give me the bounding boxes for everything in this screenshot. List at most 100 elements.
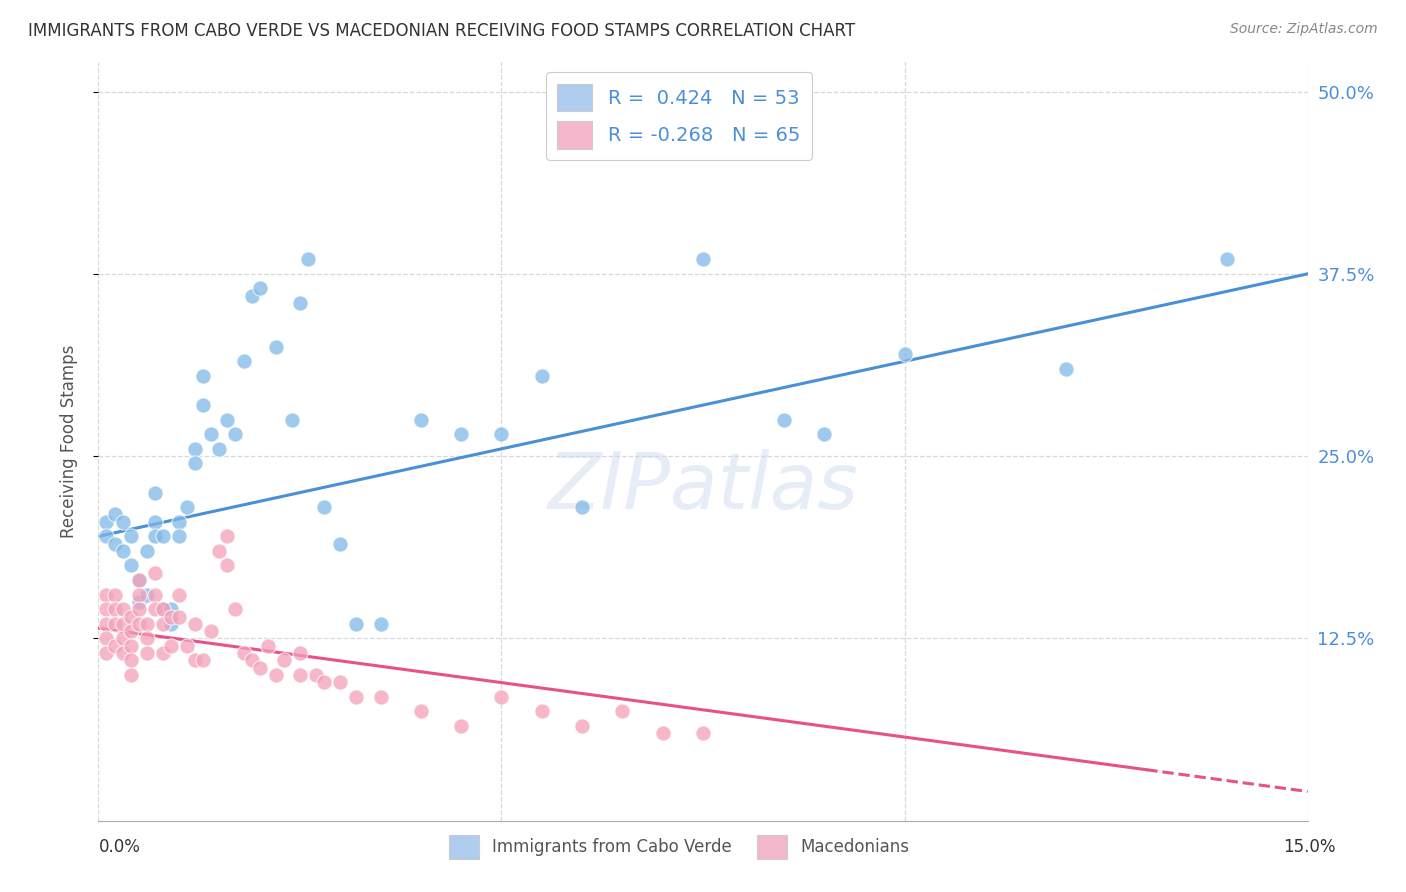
Point xyxy=(96,632,118,646)
Point xyxy=(217,558,239,573)
Point xyxy=(1216,252,1239,267)
Point xyxy=(273,653,295,667)
Point xyxy=(612,704,634,718)
Point xyxy=(103,602,125,616)
Point xyxy=(193,368,215,383)
Point xyxy=(240,653,263,667)
Point xyxy=(128,602,150,616)
Point xyxy=(344,616,367,631)
Point xyxy=(571,719,593,733)
Point xyxy=(135,646,157,660)
Point xyxy=(217,529,239,543)
Point xyxy=(176,639,198,653)
Point xyxy=(103,536,125,550)
Point xyxy=(128,616,150,631)
Point xyxy=(143,602,166,616)
Point xyxy=(103,616,125,631)
Point xyxy=(264,668,287,682)
Point xyxy=(893,347,915,361)
Point xyxy=(143,588,166,602)
Point xyxy=(143,566,166,580)
Point xyxy=(281,412,304,426)
Point xyxy=(128,595,150,609)
Point xyxy=(184,457,207,471)
Point xyxy=(813,427,835,442)
Point xyxy=(288,668,311,682)
Point xyxy=(329,536,352,550)
Y-axis label: Receiving Food Stamps: Receiving Food Stamps xyxy=(59,345,77,538)
Point xyxy=(111,602,134,616)
Legend: Immigrants from Cabo Verde, Macedonians: Immigrants from Cabo Verde, Macedonians xyxy=(441,829,915,865)
Point xyxy=(184,442,207,456)
Point xyxy=(120,558,142,573)
Point xyxy=(193,398,215,412)
Point xyxy=(152,602,174,616)
Point xyxy=(96,588,118,602)
Point xyxy=(217,412,239,426)
Point xyxy=(96,529,118,543)
Point xyxy=(1054,361,1077,376)
Point xyxy=(344,690,367,704)
Point xyxy=(288,296,311,310)
Point xyxy=(111,616,134,631)
Point xyxy=(370,690,392,704)
Point xyxy=(120,609,142,624)
Point xyxy=(167,529,190,543)
Point xyxy=(208,442,231,456)
Point xyxy=(167,588,190,602)
Point xyxy=(135,588,157,602)
Point xyxy=(200,624,222,639)
Point xyxy=(120,529,142,543)
Point xyxy=(111,544,134,558)
Text: IMMIGRANTS FROM CABO VERDE VS MACEDONIAN RECEIVING FOOD STAMPS CORRELATION CHART: IMMIGRANTS FROM CABO VERDE VS MACEDONIAN… xyxy=(28,22,855,40)
Point xyxy=(314,500,336,515)
Point xyxy=(152,602,174,616)
Point xyxy=(530,704,553,718)
Point xyxy=(288,646,311,660)
Point xyxy=(651,726,673,740)
Point xyxy=(160,616,183,631)
Point xyxy=(152,616,174,631)
Point xyxy=(249,281,271,295)
Point xyxy=(409,704,432,718)
Point xyxy=(143,529,166,543)
Point xyxy=(450,427,472,442)
Point xyxy=(450,719,472,733)
Point xyxy=(120,639,142,653)
Point xyxy=(314,675,336,690)
Point xyxy=(232,646,254,660)
Point xyxy=(370,616,392,631)
Point xyxy=(103,508,125,522)
Point xyxy=(120,624,142,639)
Point xyxy=(96,616,118,631)
Point xyxy=(160,609,183,624)
Point xyxy=(160,602,183,616)
Point xyxy=(135,632,157,646)
Point xyxy=(143,515,166,529)
Point xyxy=(297,252,319,267)
Point xyxy=(96,602,118,616)
Point xyxy=(111,632,134,646)
Point xyxy=(103,639,125,653)
Point xyxy=(200,427,222,442)
Point xyxy=(491,690,513,704)
Point xyxy=(305,668,328,682)
Point xyxy=(128,573,150,587)
Point xyxy=(636,143,658,157)
Text: 15.0%: 15.0% xyxy=(1284,838,1336,856)
Text: ZIPatlas: ZIPatlas xyxy=(547,449,859,525)
Point xyxy=(224,427,246,442)
Point xyxy=(160,639,183,653)
Point xyxy=(167,609,190,624)
Point xyxy=(96,646,118,660)
Point xyxy=(120,668,142,682)
Point xyxy=(135,616,157,631)
Point xyxy=(143,485,166,500)
Point xyxy=(571,500,593,515)
Point xyxy=(256,639,278,653)
Point xyxy=(103,588,125,602)
Point xyxy=(409,412,432,426)
Text: 0.0%: 0.0% xyxy=(98,838,141,856)
Point xyxy=(184,653,207,667)
Point xyxy=(128,588,150,602)
